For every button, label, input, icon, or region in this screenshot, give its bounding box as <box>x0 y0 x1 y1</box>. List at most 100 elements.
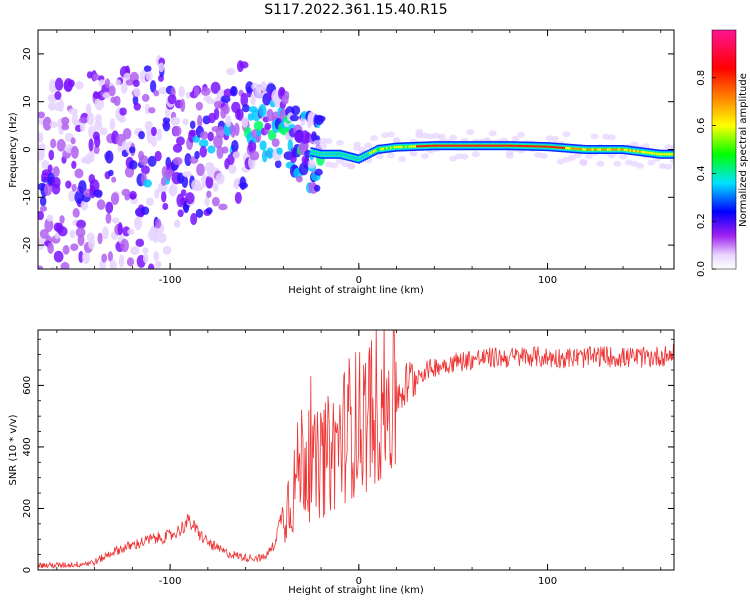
spectrogram-cell <box>61 116 70 126</box>
spectrogram-cell <box>39 143 46 153</box>
spectrogram-band-core <box>548 145 551 148</box>
spectrogram-cell <box>437 133 446 140</box>
colorbar-tick-label: 0.4 <box>696 165 707 181</box>
spectrogram-band-core <box>516 144 519 147</box>
spectrogram-band-core <box>646 151 649 154</box>
spectrogram-band-core <box>474 144 478 147</box>
spectrogram-band-core <box>599 148 602 151</box>
spectrogram-band-core <box>665 153 668 156</box>
spectrogram-cell <box>369 135 378 142</box>
snr-line-layer <box>38 330 674 569</box>
spectrogram-cell <box>138 155 149 166</box>
spectrogram-cell <box>154 188 160 199</box>
spectrogram-cell <box>245 81 254 94</box>
spectrogram-band-core <box>648 151 651 154</box>
spectrogram-cell <box>241 104 250 113</box>
spectrogram-cell <box>258 104 267 118</box>
spectrogram-cell <box>211 196 220 207</box>
spectrogram-band-core <box>402 145 406 148</box>
spectrogram-cell <box>44 218 54 233</box>
spectrogram-band-core <box>480 144 483 147</box>
spectrogram-cell <box>61 123 70 131</box>
spectrogram-band-core <box>484 144 487 147</box>
spectrogram-cell <box>167 94 177 105</box>
spectrogram-band-core <box>408 145 412 148</box>
spectrogram-cell <box>102 92 112 99</box>
spectrogram-cell <box>59 215 65 224</box>
spectrogram-band-core <box>521 145 525 148</box>
spectrogram-cell <box>68 190 76 202</box>
spectrogram-band-core <box>319 153 323 156</box>
spectrogram-band-core <box>410 145 414 148</box>
spectrogram-band-core <box>653 152 657 155</box>
spectrogram-band-core <box>338 153 342 156</box>
spectrogram-cell <box>74 190 85 204</box>
spectrogram-cell <box>107 270 112 277</box>
spectrogram-cell <box>138 130 145 140</box>
spectrogram-cell <box>70 145 79 159</box>
spectrogram-cell <box>619 153 628 160</box>
spectrogram-band-core <box>506 144 510 147</box>
snr-x-axis-label: Height of straight line (km) <box>288 585 424 596</box>
spectrogram-cell <box>409 150 418 157</box>
spectrogram-band-core <box>593 148 597 151</box>
spectrogram-band-core <box>580 148 583 151</box>
spectrogram-cell <box>488 130 497 137</box>
spectrogram-band-core <box>582 148 585 151</box>
spectrogram-band-core <box>442 144 446 147</box>
spectrogram-cell <box>154 261 162 269</box>
spectrogram-cell <box>283 90 290 101</box>
spectrogram-cell <box>94 119 103 131</box>
spectrogram-cell <box>238 182 248 189</box>
colorbar-label: Normalized spectral amplitude <box>738 73 749 227</box>
spectrogram-cell <box>70 137 76 145</box>
spectrogram-cell <box>140 206 150 215</box>
spectrogram-band-core <box>623 148 627 151</box>
spectrogram-band-core <box>638 150 642 153</box>
spectrogram-cell <box>148 107 156 114</box>
spectrogram-cell <box>79 121 86 133</box>
spectrogram-band-core <box>368 152 372 155</box>
spectrogram-cell <box>198 139 209 148</box>
spectrogram-cell <box>177 209 184 218</box>
spectrogram-cell <box>190 212 198 226</box>
spectrogram-cell <box>53 250 64 263</box>
spectrogram-band-core <box>342 154 346 157</box>
spectrogram-cell <box>102 226 109 240</box>
spectrogram-cell <box>172 125 182 137</box>
spectrogram-cell <box>585 153 594 160</box>
spectrogram-band-core <box>527 145 531 148</box>
spectrogram-cell <box>212 182 219 192</box>
spectrogram-band-core <box>419 145 423 148</box>
snr-x-tick-label: -100 <box>159 576 182 587</box>
spectrogram-band-core <box>470 144 474 147</box>
spectrogram-cell <box>234 122 240 136</box>
spectrogram-cell <box>287 139 294 152</box>
spectrogram-band-core <box>353 157 357 160</box>
spectrogram-cell <box>105 150 114 164</box>
spectrogram-band-core <box>655 152 659 155</box>
spectrogram-cell <box>168 184 178 197</box>
spectrogram-band-core <box>614 148 617 151</box>
spectrogram-cell <box>117 222 123 236</box>
spectrogram-cell <box>398 155 407 162</box>
spectrogram-cell <box>181 175 189 188</box>
spectrogram-band-core <box>591 148 595 151</box>
spectrogram-cell <box>232 151 241 159</box>
spectrogram-band-core <box>514 144 517 147</box>
colorbar: 0.0 0.2 0.4 0.6 0.8 Normalized spectral ampl… <box>696 29 749 277</box>
spectrogram-cell <box>88 275 96 287</box>
spectrogram-cell <box>76 219 86 229</box>
spectrogram-cell <box>256 128 262 137</box>
spectrogram-cell <box>143 65 152 73</box>
spectrogram-cell <box>100 127 108 136</box>
spectrogram-cell <box>156 128 162 142</box>
spectrogram-y-tick-label: -20 <box>22 237 33 253</box>
spectrogram-cell <box>142 247 149 254</box>
spectrogram-band-core <box>495 144 498 147</box>
spectrogram-band-core <box>538 145 542 148</box>
spectrogram-band-core <box>340 153 344 156</box>
spectrogram-cell <box>65 276 72 285</box>
spectrogram-band-core <box>478 144 482 147</box>
spectrogram-band-core <box>589 148 593 151</box>
